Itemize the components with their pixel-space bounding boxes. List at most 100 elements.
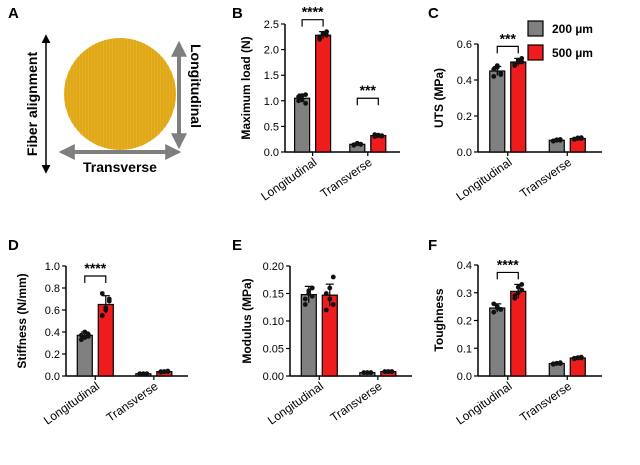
data-point xyxy=(512,293,518,298)
y-tick-label: 0.15 xyxy=(263,289,284,301)
x-tick-label-transverse: Transverse xyxy=(328,379,385,425)
x-tick-label-longitudinal: Longitudinal xyxy=(453,155,514,204)
x-tick-label-longitudinal: Longitudinal xyxy=(265,379,326,428)
y-tick: 0.6 xyxy=(457,39,478,51)
bar-500um-transverse xyxy=(569,357,586,377)
data-point xyxy=(99,291,105,296)
data-point xyxy=(306,288,312,294)
y-tick-label: 1.0 xyxy=(264,96,279,108)
data-point xyxy=(379,133,385,139)
bar-200um-longitudinal xyxy=(294,97,311,153)
y-tick-label: 0.4 xyxy=(45,327,60,339)
y-tick: 1.0 xyxy=(45,261,66,273)
data-point xyxy=(575,355,581,361)
y-tick: 0.0 xyxy=(264,147,285,159)
y-tick: 0.15 xyxy=(263,289,290,301)
data-point xyxy=(364,370,370,376)
y-tick: 2.5 xyxy=(264,19,285,31)
data-point xyxy=(103,305,109,311)
y-tick: 0.2 xyxy=(45,349,66,361)
significance-bracket xyxy=(84,275,107,283)
data-point xyxy=(323,291,329,296)
data-point xyxy=(99,313,105,318)
y-tick-label: 0.2 xyxy=(457,316,472,328)
data-point xyxy=(78,337,84,343)
y-tick: 2.0 xyxy=(264,45,285,57)
y-tick-label: 0.1 xyxy=(457,343,472,355)
data-point xyxy=(165,369,171,374)
data-point xyxy=(330,302,336,307)
data-point xyxy=(327,285,333,291)
y-tick-label: 1.5 xyxy=(264,70,279,82)
data-point xyxy=(317,34,322,40)
data-point xyxy=(389,369,395,374)
x-tick-label-transverse: Transverse xyxy=(318,155,375,201)
data-point xyxy=(519,59,525,65)
y-tick-label: 0.20 xyxy=(263,261,284,273)
y-tick: 0.20 xyxy=(263,261,290,273)
x-tick-label-transverse: Transverse xyxy=(517,155,574,201)
x-tick-label-longitudinal: Longitudinal xyxy=(453,379,514,428)
data-point xyxy=(491,66,497,72)
y-tick-label: 0.0 xyxy=(264,147,279,159)
y-tick: 0.3 xyxy=(457,288,478,300)
significance-bracket xyxy=(496,271,519,280)
significance-label: **** xyxy=(497,256,519,272)
panel-letter: D xyxy=(8,237,19,254)
y-tick-label: 0.0 xyxy=(45,371,60,383)
data-point xyxy=(519,282,525,287)
significance-bracket xyxy=(496,45,519,54)
data-point xyxy=(309,285,315,291)
y-tick-label: 2.5 xyxy=(264,19,279,31)
data-point xyxy=(382,369,388,374)
y-tick-label: 0.3 xyxy=(457,288,472,300)
y-tick: 0.4 xyxy=(457,260,478,272)
chart-panel-b: B Maximum load (N) 0.0 0.5 1.0 1.5 2.0 2.5 Longi… xyxy=(232,4,400,204)
y-tick: 0.0 xyxy=(457,371,478,383)
y-tick-label: 2.0 xyxy=(264,45,279,57)
bar-200um-longitudinal xyxy=(489,70,506,153)
bar-200um-longitudinal xyxy=(300,294,317,377)
data-point xyxy=(375,133,381,139)
legend: 200 µm 500 µm xyxy=(527,20,593,61)
x-tick-label-longitudinal: Longitudinal xyxy=(41,379,102,428)
x-tick-label-transverse: Transverse xyxy=(517,379,574,425)
panel-letter-a: A xyxy=(8,5,19,22)
data-point xyxy=(140,371,146,377)
y-tick: 0.2 xyxy=(457,316,478,328)
y-tick: 0.05 xyxy=(263,344,290,356)
y-tick: 0.10 xyxy=(263,316,290,328)
y-tick: 1.5 xyxy=(264,70,285,82)
y-axis-label: Maximum load (N) xyxy=(239,36,253,139)
fiber-alignment-label: Fiber alignment xyxy=(24,52,40,157)
panel-letter: C xyxy=(428,5,439,22)
y-tick: 1.0 xyxy=(264,96,285,108)
data-point xyxy=(491,309,497,315)
data-point xyxy=(309,293,315,299)
significance-label: *** xyxy=(500,30,517,46)
data-point xyxy=(498,307,504,312)
x-tick-label-transverse: Transverse xyxy=(104,379,161,425)
bar-200um-longitudinal xyxy=(489,307,506,377)
longitudinal-label: Longitudinal xyxy=(188,44,204,128)
y-axis-label: UTS (MPa) xyxy=(432,68,446,128)
x-tick-label-longitudinal: Longitudinal xyxy=(258,155,319,204)
legend-swatch-200um xyxy=(527,20,544,37)
panel-letter: E xyxy=(232,237,242,254)
y-tick: 0.0 xyxy=(457,147,478,159)
data-point xyxy=(106,296,112,302)
bar-200um-longitudinal xyxy=(76,334,93,377)
y-tick: 0.4 xyxy=(457,75,478,87)
data-point xyxy=(303,92,308,98)
data-point xyxy=(515,284,521,290)
transverse-label: Transverse xyxy=(83,159,157,175)
data-point xyxy=(491,74,497,79)
y-tick-label: 1.0 xyxy=(45,261,60,273)
data-point xyxy=(303,100,308,106)
y-tick-label: 0.5 xyxy=(264,121,279,133)
significance-label: **** xyxy=(84,260,106,276)
data-point xyxy=(368,370,374,376)
data-point xyxy=(498,72,504,77)
y-tick: 0.5 xyxy=(264,121,285,133)
